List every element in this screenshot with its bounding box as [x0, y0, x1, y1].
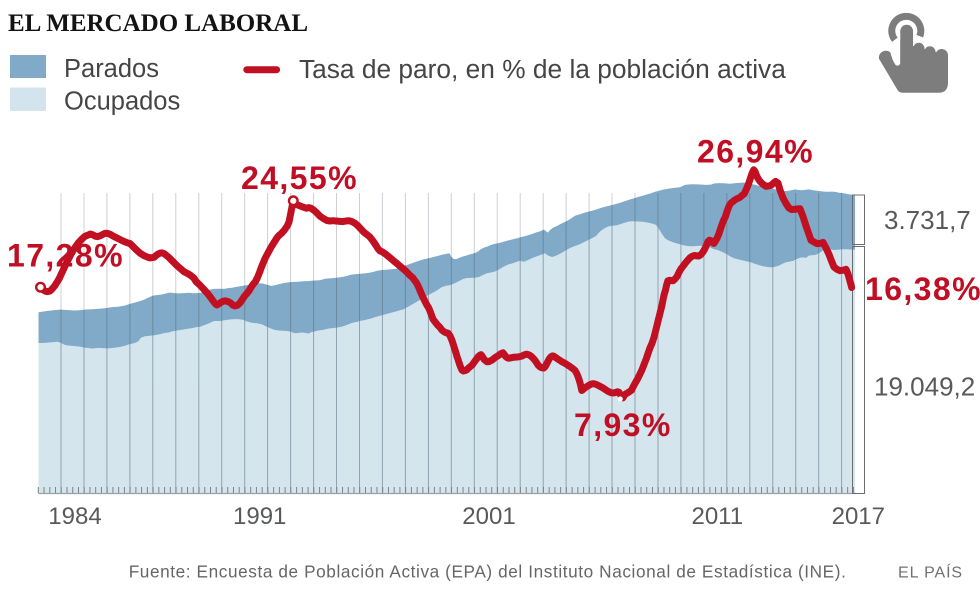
svg-text:2011: 2011: [691, 503, 743, 530]
svg-text:EL MERCADO LABORAL: EL MERCADO LABORAL: [8, 10, 308, 37]
svg-text:2001: 2001: [462, 503, 515, 530]
svg-text:EL PAÍS: EL PAÍS: [898, 562, 963, 581]
svg-text:Ocupados: Ocupados: [64, 88, 180, 116]
svg-text:19.049,2: 19.049,2: [874, 371, 975, 401]
svg-text:1991: 1991: [233, 503, 286, 530]
svg-text:2017: 2017: [832, 503, 885, 530]
svg-text:1984: 1984: [48, 503, 101, 530]
svg-text:26,94%: 26,94%: [697, 134, 814, 170]
svg-text:17,28%: 17,28%: [7, 238, 124, 274]
svg-text:24,55%: 24,55%: [241, 160, 358, 196]
svg-text:7,93%: 7,93%: [574, 407, 672, 443]
svg-text:Fuente: Encuesta de Población: Fuente: Encuesta de Población Activa (EP…: [129, 561, 847, 581]
svg-text:Tasa de paro, en % de la pobla: Tasa de paro, en % de la población activ…: [299, 54, 786, 84]
svg-text:3.731,7: 3.731,7: [884, 205, 971, 235]
svg-text:Parados: Parados: [64, 55, 159, 83]
svg-text:16,38%: 16,38%: [865, 271, 980, 307]
